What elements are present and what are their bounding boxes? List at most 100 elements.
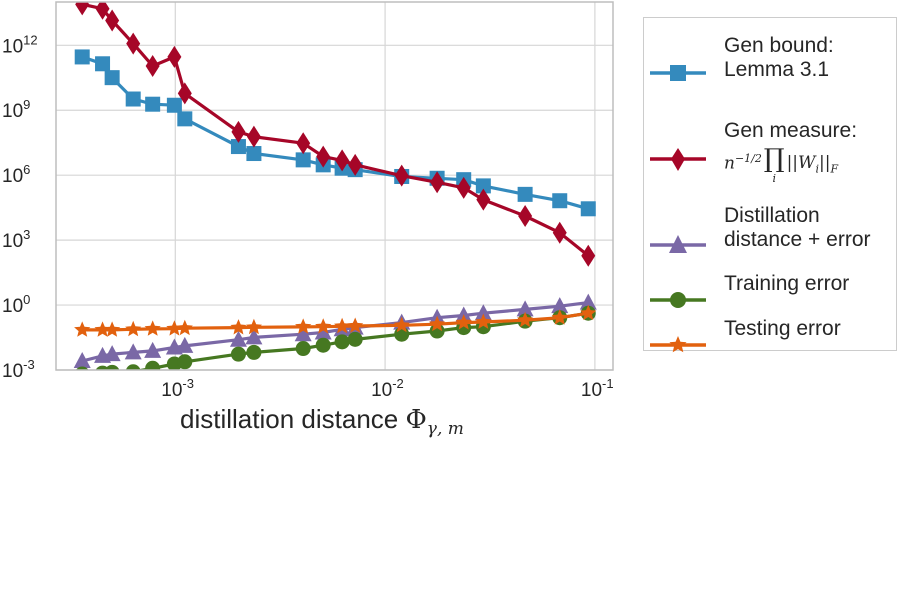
- gen-measure-formula: n−1/2 ∏ i ||Wi||F: [724, 144, 839, 185]
- y-tick-label: 1012: [2, 32, 38, 57]
- data-point: [348, 153, 363, 176]
- data-point: [315, 337, 331, 353]
- data-point: [75, 366, 89, 370]
- x-axis-label: distillation distance Φγ, m: [180, 404, 464, 440]
- data-point: [474, 304, 492, 321]
- data-point: [95, 56, 111, 72]
- data-point: [104, 321, 121, 337]
- series-square: [74, 49, 596, 217]
- data-point: [229, 330, 247, 347]
- legend: Gen bound: Lemma 3.1 Gen measure: n−1/2 ∏…: [643, 17, 897, 353]
- y-tick-label: 103: [2, 227, 30, 252]
- data-point: [245, 318, 262, 335]
- data-point: [516, 300, 534, 317]
- data-point: [145, 360, 161, 370]
- data-point: [166, 320, 183, 336]
- data-point: [177, 111, 193, 127]
- circle-marker-icon: [650, 292, 706, 308]
- data-point: [347, 331, 363, 347]
- data-point: [230, 346, 246, 362]
- data-point: [294, 325, 312, 342]
- y-tick-label: 100: [2, 292, 30, 317]
- data-point: [245, 328, 263, 345]
- diamond-marker-icon: [650, 148, 706, 171]
- data-point: [552, 221, 567, 244]
- data-point: [144, 320, 161, 336]
- star-marker-icon: [650, 336, 706, 353]
- data-point: [145, 96, 161, 112]
- data-point: [124, 343, 142, 360]
- data-point: [105, 364, 120, 370]
- data-point: [316, 145, 331, 168]
- data-point: [145, 55, 160, 78]
- data-point: [144, 341, 162, 358]
- data-point: [314, 323, 332, 340]
- data-point: [476, 188, 491, 211]
- data-point: [394, 164, 409, 187]
- series-star: [74, 304, 597, 337]
- data-point: [104, 70, 120, 86]
- data-point: [518, 205, 533, 228]
- data-point: [94, 321, 111, 337]
- data-point: [246, 344, 262, 360]
- x-tick-label: 10-3: [161, 376, 194, 401]
- data-point: [430, 171, 445, 194]
- series-diamond: [75, 2, 596, 267]
- data-point: [475, 178, 491, 194]
- x-tick-label: 10-2: [371, 376, 404, 401]
- y-tick-label: 10-3: [2, 357, 35, 382]
- data-point: [580, 201, 596, 217]
- data-point: [475, 313, 492, 329]
- data-point: [73, 352, 91, 369]
- data-point: [95, 2, 110, 20]
- data-point: [551, 309, 568, 325]
- data-point: [334, 334, 350, 350]
- data-point: [347, 317, 364, 333]
- data-point: [74, 49, 90, 65]
- data-point: [517, 311, 534, 328]
- data-point: [74, 321, 91, 337]
- data-point: [581, 244, 596, 267]
- data-point: [579, 293, 597, 310]
- data-point: [231, 120, 246, 143]
- data-point: [230, 319, 247, 335]
- data-point: [429, 315, 446, 332]
- y-tick-label: 109: [2, 97, 30, 122]
- data-point: [455, 314, 472, 330]
- data-point: [456, 176, 471, 199]
- data-point: [177, 82, 192, 105]
- plot-border: [55, 1, 614, 371]
- data-point: [580, 304, 597, 321]
- data-point: [176, 336, 194, 353]
- x-tick-label: 10-1: [581, 376, 614, 401]
- y-tick-label: 106: [2, 162, 30, 187]
- data-point: [295, 152, 311, 168]
- data-point: [246, 146, 262, 162]
- data-point: [167, 45, 182, 68]
- data-point: [125, 320, 142, 337]
- data-point: [230, 139, 246, 155]
- data-point: [295, 341, 311, 357]
- data-point: [166, 97, 182, 113]
- data-point: [126, 32, 141, 55]
- data-point: [125, 91, 141, 107]
- data-point: [517, 186, 533, 202]
- data-point: [315, 318, 332, 334]
- data-point: [246, 125, 261, 148]
- triangle-marker-icon: [650, 235, 706, 253]
- data-point: [393, 316, 410, 333]
- data-point: [295, 318, 312, 334]
- data-point: [335, 149, 350, 172]
- plot-series: [73, 2, 597, 370]
- data-point: [105, 9, 120, 32]
- data-point: [176, 319, 193, 336]
- data-point: [296, 132, 311, 155]
- data-point: [334, 317, 351, 334]
- data-point: [552, 193, 568, 209]
- data-point: [125, 364, 141, 370]
- data-point: [75, 2, 90, 16]
- data-point: [103, 345, 121, 362]
- data-point: [177, 354, 193, 370]
- data-point: [551, 297, 569, 314]
